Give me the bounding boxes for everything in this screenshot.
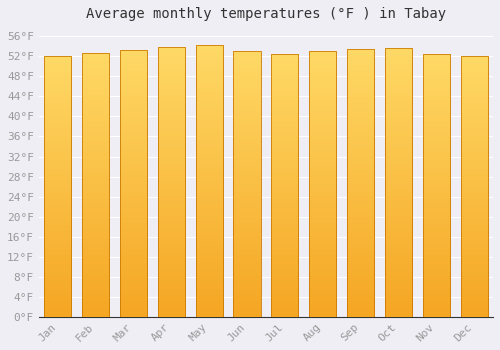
Bar — [82, 53, 109, 317]
Bar — [385, 48, 412, 317]
Bar — [158, 47, 185, 317]
Bar — [271, 54, 298, 317]
Bar — [422, 54, 450, 317]
Bar — [120, 50, 147, 317]
Bar — [234, 51, 260, 317]
Bar — [196, 45, 223, 317]
Title: Average monthly temperatures (°F ) in Tabay: Average monthly temperatures (°F ) in Ta… — [86, 7, 446, 21]
Bar — [309, 51, 336, 317]
Bar — [44, 56, 72, 317]
Bar — [460, 56, 488, 317]
Bar — [347, 49, 374, 317]
